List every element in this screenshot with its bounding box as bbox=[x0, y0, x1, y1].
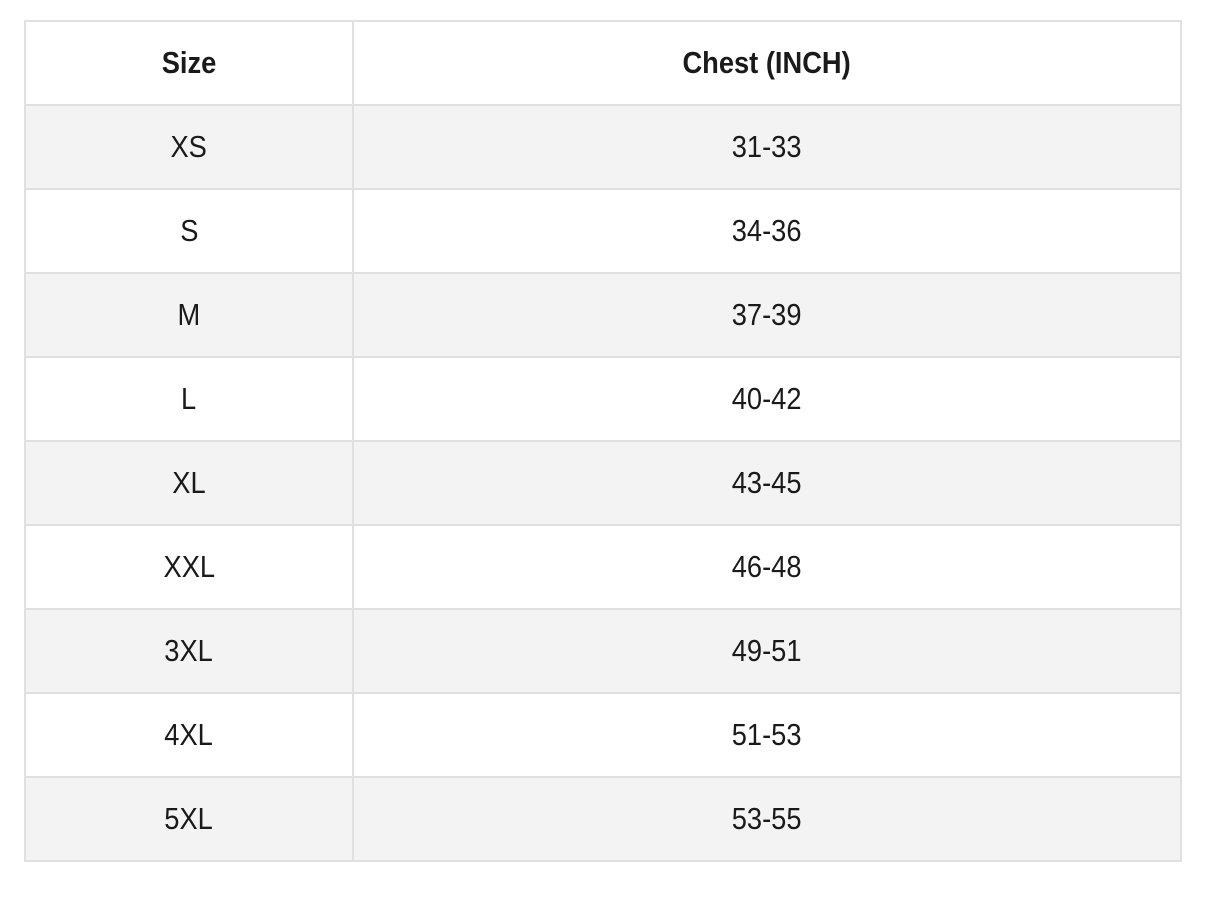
table-row: XS 31-33 bbox=[24, 104, 1182, 190]
size-cell: L bbox=[24, 356, 354, 442]
chest-cell: 46-48 bbox=[352, 524, 1182, 610]
size-cell: 4XL bbox=[24, 692, 354, 778]
table-row: 5XL 53-55 bbox=[24, 776, 1182, 862]
size-cell: S bbox=[24, 188, 354, 274]
table-row: L 40-42 bbox=[24, 356, 1182, 442]
header-size: Size bbox=[24, 20, 354, 106]
chest-cell: 49-51 bbox=[352, 608, 1182, 694]
chest-cell: 34-36 bbox=[352, 188, 1182, 274]
table-row: XL 43-45 bbox=[24, 440, 1182, 526]
chest-cell: 31-33 bbox=[352, 104, 1182, 190]
chest-cell: 40-42 bbox=[352, 356, 1182, 442]
size-cell: XL bbox=[24, 440, 354, 526]
size-cell: XXL bbox=[24, 524, 354, 610]
size-cell: XS bbox=[24, 104, 354, 190]
chest-cell: 37-39 bbox=[352, 272, 1182, 358]
size-chart-table: Size Chest (INCH) XS 31-33 S 34-36 M 37-39 L 40… bbox=[24, 20, 1182, 862]
chest-cell: 51-53 bbox=[352, 692, 1182, 778]
header-chest: Chest (INCH) bbox=[352, 20, 1182, 106]
size-cell: 5XL bbox=[24, 776, 354, 862]
chest-cell: 53-55 bbox=[352, 776, 1182, 862]
header-row: Size Chest (INCH) bbox=[24, 20, 1182, 106]
table-row: 3XL 49-51 bbox=[24, 608, 1182, 694]
table-row: 4XL 51-53 bbox=[24, 692, 1182, 778]
table-row: M 37-39 bbox=[24, 272, 1182, 358]
table-row: XXL 46-48 bbox=[24, 524, 1182, 610]
table-row: S 34-36 bbox=[24, 188, 1182, 274]
chest-cell: 43-45 bbox=[352, 440, 1182, 526]
size-cell: M bbox=[24, 272, 354, 358]
size-cell: 3XL bbox=[24, 608, 354, 694]
